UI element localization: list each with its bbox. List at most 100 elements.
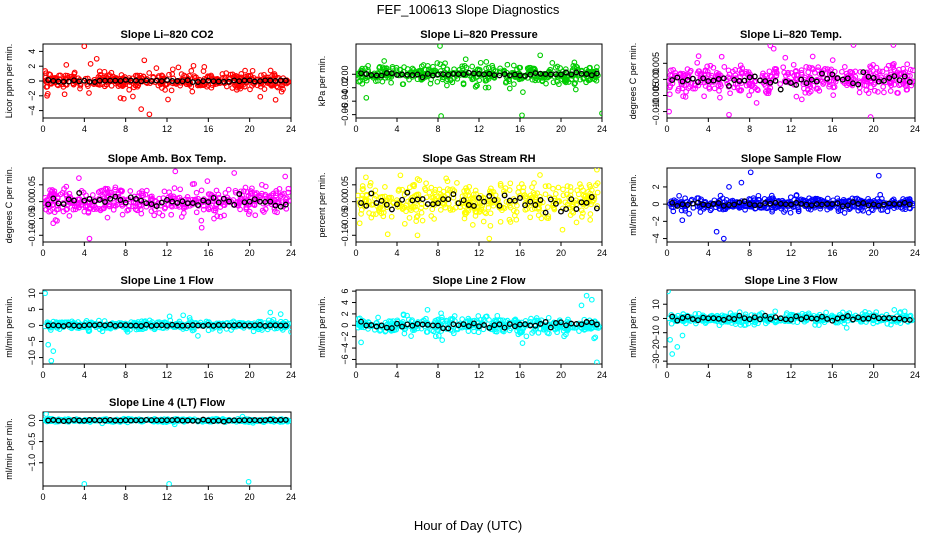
data-point [880, 83, 887, 90]
data-point [780, 64, 787, 71]
data-point [478, 204, 485, 211]
data-point [121, 74, 128, 80]
data-point [83, 318, 90, 324]
mean-point [205, 322, 212, 328]
mean-point [358, 318, 365, 325]
y-tick-label: 0.00 [27, 193, 37, 211]
x-tick-label: 24 [597, 124, 607, 134]
data-point [162, 87, 168, 93]
data-point [368, 214, 375, 221]
outlier-point [875, 172, 882, 179]
data-point [881, 89, 887, 96]
data-point [702, 68, 709, 75]
data-point [539, 78, 546, 85]
data-point [570, 209, 577, 216]
mean-point [210, 194, 217, 201]
data-point [501, 67, 508, 74]
data-point [401, 220, 408, 227]
y-tick-label: 2 [651, 184, 661, 189]
y-tick-label: 0 [27, 78, 37, 83]
mean-point [102, 417, 108, 424]
data-point [198, 187, 205, 194]
mean-point [537, 320, 544, 327]
mean-point [537, 197, 544, 203]
mean-point [511, 323, 518, 330]
mean-point [50, 417, 57, 423]
data-point [896, 71, 902, 78]
data-point [820, 198, 826, 205]
x-tick-label: 12 [162, 124, 172, 134]
y-tick-label: 0.0 [27, 414, 37, 427]
data-point [856, 78, 862, 85]
data-point [482, 84, 489, 91]
mean-point [179, 78, 186, 85]
mean-point [158, 78, 165, 85]
data-point [261, 86, 268, 92]
mean-point [850, 316, 856, 323]
mean-point [839, 314, 846, 321]
data-point [804, 87, 811, 93]
y-tick-label: 0.05 [27, 176, 37, 194]
mean-point [164, 77, 170, 84]
data-point [165, 202, 172, 208]
data-point [119, 203, 126, 209]
mean-point [896, 201, 903, 208]
mean-point [710, 315, 717, 322]
data-point [460, 81, 467, 88]
data-point [356, 78, 362, 85]
data-point [214, 213, 221, 219]
data-point [859, 203, 866, 210]
data-point [816, 87, 823, 94]
mean-point [60, 201, 67, 208]
data-point [763, 90, 770, 96]
data-point [855, 207, 862, 214]
data-point [476, 77, 483, 84]
data-point [737, 62, 744, 69]
data-point [519, 340, 526, 346]
data-point [166, 189, 172, 196]
data-point [118, 187, 125, 194]
mean-point [777, 86, 784, 93]
data-point [153, 65, 160, 71]
x-tick-label: 0 [40, 124, 45, 134]
data-point [86, 90, 92, 96]
data-point [463, 187, 470, 194]
mean-point [251, 196, 258, 203]
data-point [386, 318, 392, 324]
outlier-point [414, 232, 421, 239]
y-tick-label: −0.005 [651, 82, 661, 110]
data-point [571, 64, 578, 71]
data-point [594, 189, 601, 196]
y-axis-label: percent per min. [317, 172, 327, 237]
data-point [139, 190, 145, 197]
data-point [545, 215, 552, 222]
data-point [841, 210, 848, 216]
x-tick-label: 8 [123, 248, 128, 258]
mean-point [378, 322, 385, 329]
mean-point [710, 77, 717, 84]
data-point [727, 310, 734, 316]
x-tick-label: 20 [245, 492, 255, 502]
mean-point [891, 73, 898, 80]
mean-point [906, 201, 913, 208]
mean-point [107, 195, 114, 202]
data-point [171, 421, 178, 428]
data-point [686, 210, 692, 217]
x-tick-label: 4 [706, 124, 711, 134]
data-point [382, 328, 389, 334]
y-tick-label: −1.0 [27, 454, 37, 472]
data-point [271, 205, 278, 212]
x-tick-label: 16 [203, 492, 213, 502]
data-point [586, 182, 593, 188]
data-point [891, 60, 897, 67]
data-point [246, 201, 252, 208]
mean-point [860, 69, 867, 76]
data-point [718, 53, 725, 60]
mean-point [102, 322, 108, 329]
mean-point [563, 206, 570, 213]
data-point [199, 81, 206, 88]
mean-point [746, 316, 753, 323]
mean-point [368, 322, 375, 329]
data-point [825, 204, 832, 210]
data-point [217, 328, 223, 334]
